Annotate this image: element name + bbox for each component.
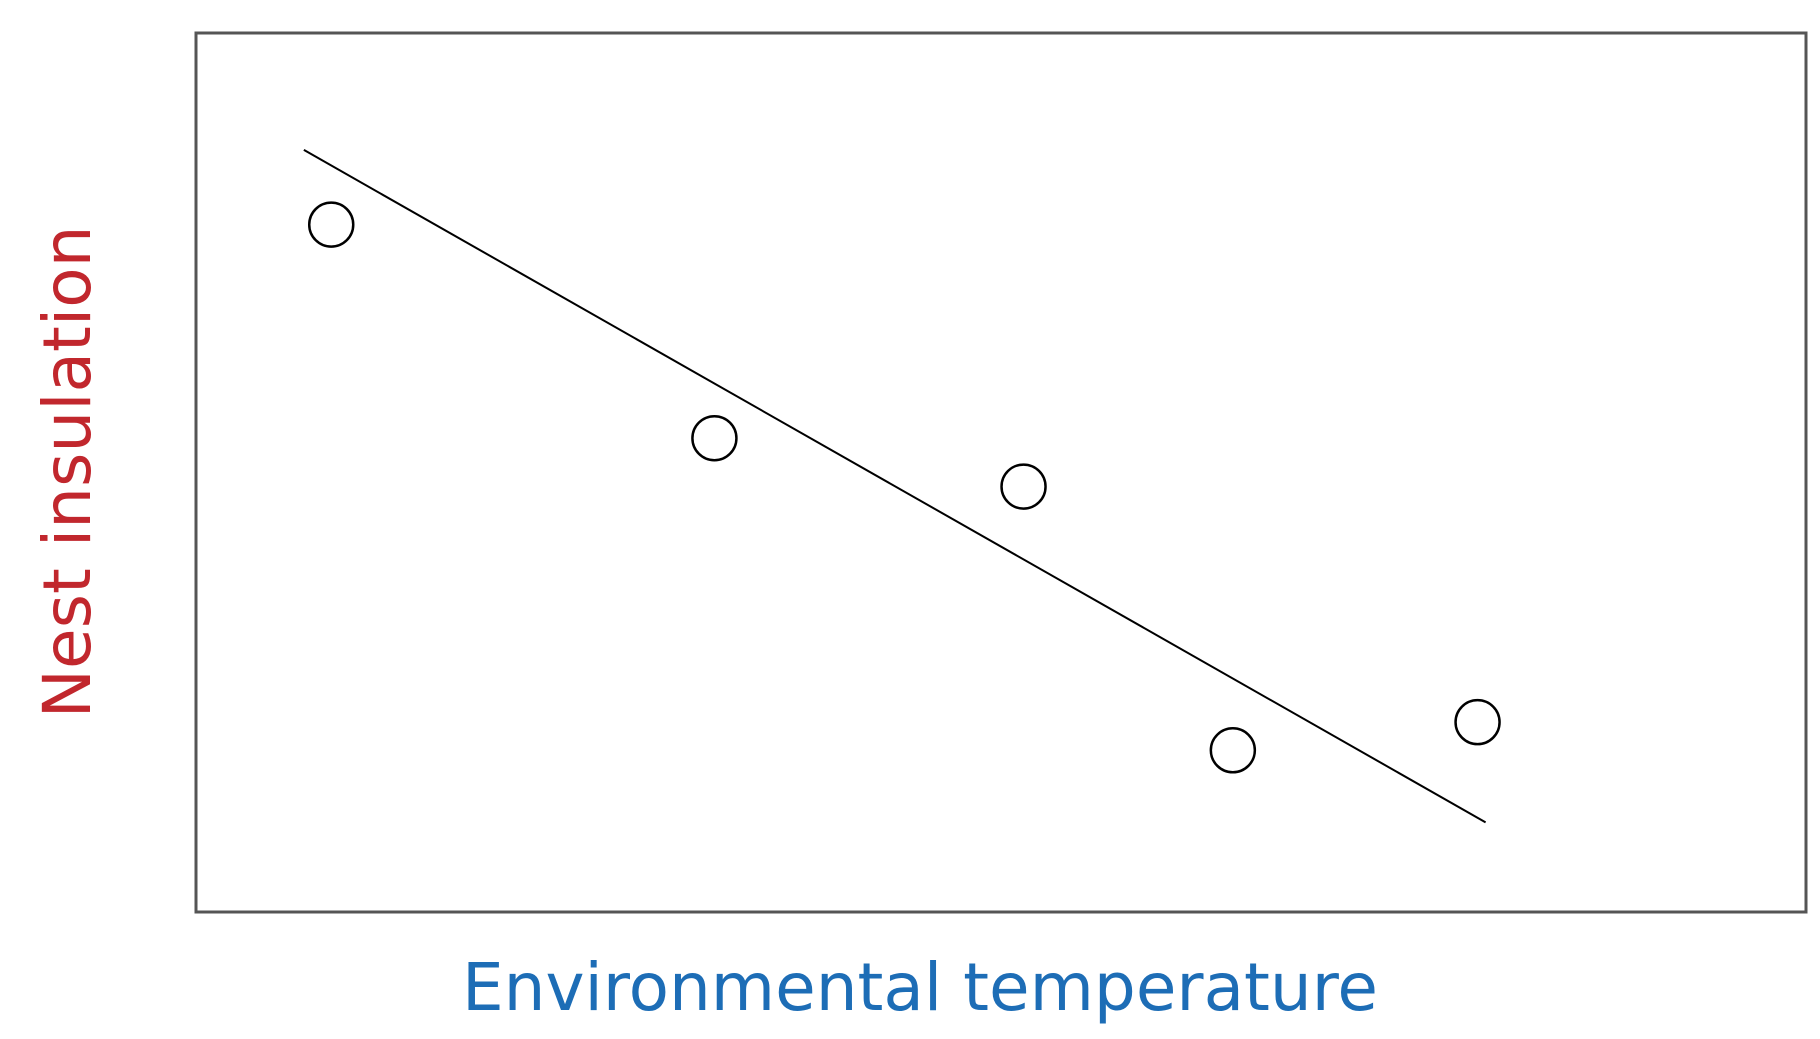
x-axis-label: Environmental temperature [462, 949, 1378, 1026]
data-point [1000, 463, 1047, 510]
data-point [691, 414, 738, 462]
trend-line [303, 149, 1487, 824]
data-point [1454, 698, 1501, 746]
data-point [307, 201, 355, 248]
y-axis-label: Nest insulation [29, 226, 106, 719]
plot-frame [194, 31, 1808, 914]
data-point [1209, 727, 1257, 774]
